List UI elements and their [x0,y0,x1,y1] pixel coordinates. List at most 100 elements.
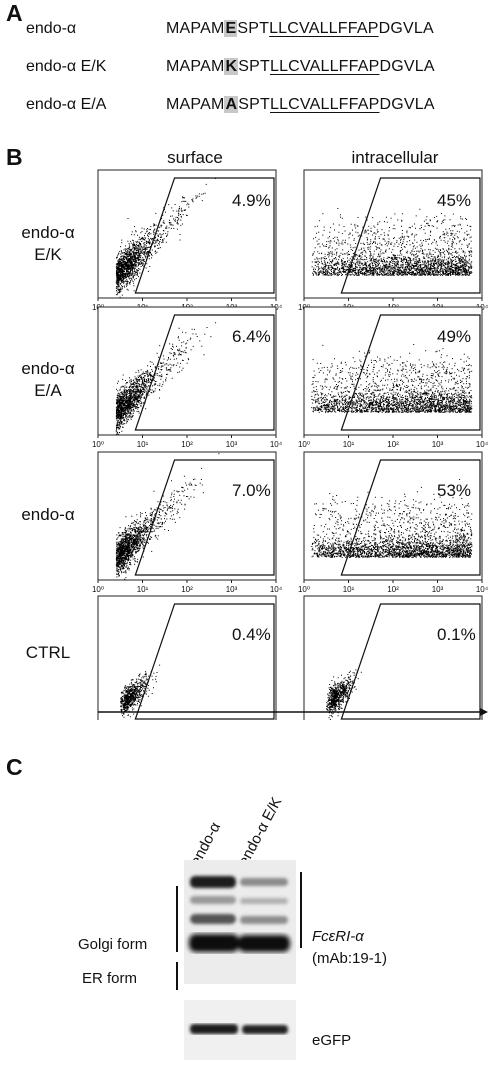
golgi-bracket [176,886,178,952]
gate-percentage: 45% [437,191,472,210]
antibody-label: FcεRI-α (mAb:19-1) [312,926,387,970]
row-label-line: endo-α [21,223,75,242]
gate-outline [134,314,275,431]
antibody-bracket [300,872,302,948]
mutated-residue: A [224,96,239,113]
row-label-endo-alpha-ek: endo-α E/K [0,222,96,266]
band-mid-lane1 [190,896,236,904]
band-lower-golgi-lane1 [190,914,236,924]
axis-tick-label: 10⁴ [270,585,283,594]
plot-frame [303,306,483,436]
band-golgi-lane1 [190,876,236,888]
axis-tick-label: 10⁰ [92,585,104,594]
er-form-label: ER form [82,970,138,987]
axis-tick-label: 10² [181,440,193,449]
scatter-dots [311,479,473,558]
row-label-endo-alpha: endo-α [0,504,96,526]
gate-outline [134,459,275,576]
axis-tick-label: 10¹ [137,585,149,594]
axis-tick-label: 10³ [432,440,444,449]
sequence-row: MAPAMASPTLLCVALLFFAPDGVLA [166,96,435,114]
egfp-label: eGFP [312,1032,352,1049]
flow-plot: 10⁰ 10¹ 10² 10³ 10⁴ [298,306,489,449]
sequence-suffix: DGVLA [379,58,435,75]
panel-a-letter: A [6,0,23,26]
gate-percentage: 7.0% [232,481,271,500]
row-label-line: CTRL [25,643,71,662]
scatter-dots [115,453,220,580]
gate-percentage: 49% [437,327,472,346]
band-mid-lane2 [240,898,288,904]
sequence-prefix: MAPAM [166,58,225,75]
axis-tick-label: 10⁴ [476,585,489,594]
gate-outline [340,314,481,431]
axis-tick-label: 10⁰ [298,440,310,449]
sequence-row: MAPAMKSPTLLCVALLFFAPDGVLA [166,58,435,76]
row-label-line: E/K [34,245,62,264]
axis-tick-label: 10¹ [343,440,355,449]
axis-tick-label: 10² [387,585,399,594]
row-label-line: endo-α [21,505,75,524]
band-golgi-lane2 [240,878,288,886]
gate-percentage: 6.4% [232,327,271,346]
column-header-surface: surface [167,148,223,167]
band-er-lane2 [238,935,290,952]
panel-c-letter: C [6,754,23,780]
band-egfp-lane1 [190,1024,238,1034]
axis-tick-label: 10² [387,440,399,449]
band-lower-golgi-lane2 [240,916,288,924]
transmembrane-segment: LLCVALLFFAP [269,58,380,75]
sequence-middle: SPT [238,96,270,113]
golgi-form-label: Golgi form [78,936,148,953]
gate-percentage: 0.1% [437,625,476,644]
axis-tick-label: 10³ [226,585,238,594]
scatter-dots [120,664,161,718]
transmembrane-segment: LLCVALLFFAP [269,20,379,37]
axis-tick-label: 10⁴ [270,440,283,449]
flow-plot: 10⁰ 10¹ 10² 10³ 10⁴ [92,451,283,594]
axis-tick-label: 10¹ [343,585,355,594]
gate-outline [340,459,481,576]
gate-percentage: 4.9% [232,191,271,210]
antibody-name: FcεRI-α [312,928,364,945]
row-label-line: E/A [34,381,62,400]
row-label-endo-alpha-ea: endo-α E/A [0,358,96,402]
axis-tick-label: 10¹ [137,440,149,449]
sequence-name: endo-α E/A [26,96,107,113]
western-blot [184,860,296,1060]
plot-frame [303,169,483,299]
axis-tick-label: 10³ [226,440,238,449]
band-egfp-lane2 [242,1025,288,1034]
er-bracket [176,962,178,990]
band-er-lane1 [189,934,239,952]
plot-frame [303,595,483,720]
axis-tick-label: 10³ [432,585,444,594]
gate-outline [134,603,275,720]
flow-plot: 10⁰ 10¹ 10² 10³ 10⁴ [298,451,489,594]
axis-tick-label: 10⁰ [298,585,310,594]
transmembrane-segment: LLCVALLFFAP [269,96,380,113]
scatter-dots [311,202,473,276]
sequence-name: endo-α E/K [26,58,107,75]
sequence-prefix: MAPAM [166,20,225,37]
axis-tick-label: 10⁴ [476,440,489,449]
flow-cytometry-plots: 10⁰ 10¹ 10² 10³ 10⁴ 10⁰ 10¹ 10² 10³ 10⁴ 10⁰ 10¹ 10² 1… [92,169,489,720]
sequence-middle: SPT [237,20,270,37]
gate-outline [340,603,481,720]
sequence-middle: SPT [238,58,270,75]
scatter-dots [311,344,473,413]
sequence-suffix: DGVLA [379,96,435,113]
lane-label: endo-α E/K [234,794,286,869]
row-label-line: endo-α [21,359,75,378]
antibody-clone: (mAb:19-1) [312,950,388,967]
plot-frame [97,451,277,581]
mutated-residue: E [224,20,238,37]
sequence-row: MAPAMESPTLLCVALLFFAPDGVLA [166,20,434,38]
gate-percentage: 53% [437,481,472,500]
axis-tick-label: 10² [181,585,193,594]
column-header-intracellular: intracellular [351,148,439,167]
